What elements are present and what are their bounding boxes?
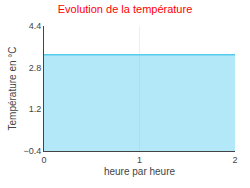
svg-text:2.8: 2.8 <box>29 63 42 73</box>
svg-text:−0.4: −0.4 <box>23 146 41 156</box>
svg-text:1.2: 1.2 <box>29 104 42 114</box>
svg-text:4.4: 4.4 <box>29 21 42 31</box>
svg-text:Température en °C: Température en °C <box>7 46 18 130</box>
svg-text:0: 0 <box>41 155 46 165</box>
svg-text:2: 2 <box>232 155 237 165</box>
svg-text:Evolution de la température: Evolution de la température <box>58 3 193 15</box>
svg-text:1: 1 <box>137 155 142 165</box>
svg-text:heure par heure: heure par heure <box>104 166 176 177</box>
